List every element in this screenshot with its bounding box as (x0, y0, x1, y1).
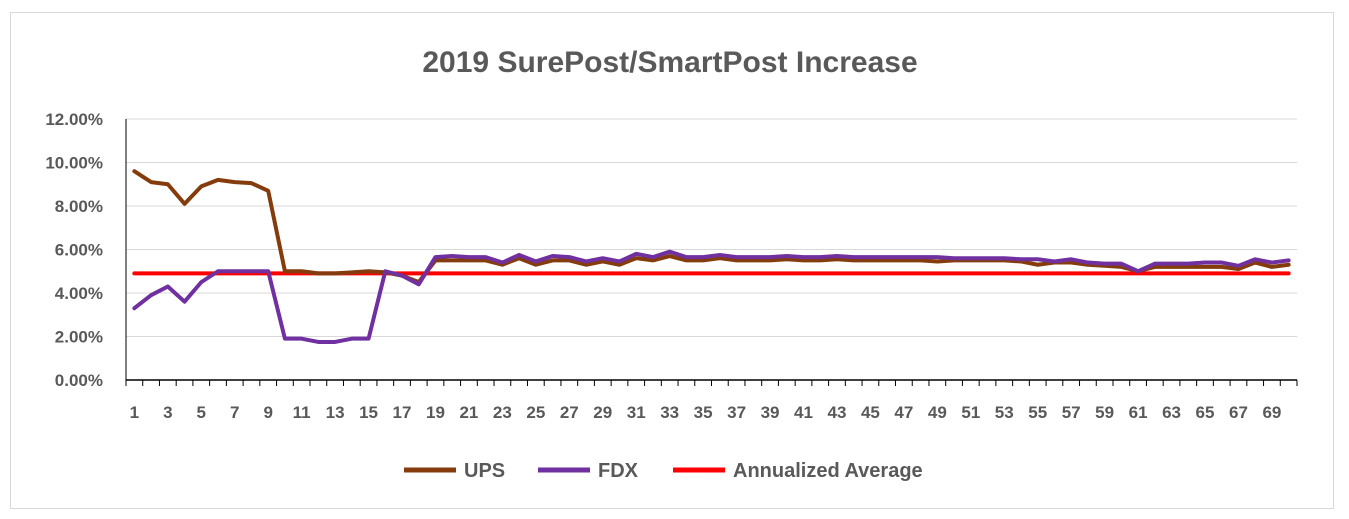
y-tick-label: 10.00% (45, 154, 103, 173)
x-tick-label: 41 (794, 403, 813, 422)
series-line-ups (132, 169, 1291, 285)
x-tick-label: 67 (1229, 403, 1248, 422)
chart-frame (10, 12, 1334, 509)
x-tick-label: 37 (727, 403, 746, 422)
y-tick-label: 8.00% (55, 197, 103, 216)
series-line-fdx (132, 249, 1291, 344)
x-tick-label: 53 (995, 403, 1014, 422)
x-tick-label: 29 (593, 403, 612, 422)
x-tick-label: 63 (1162, 403, 1181, 422)
series-lines (132, 169, 1291, 344)
x-tick-label: 13 (326, 403, 345, 422)
x-tick-label: 1 (130, 403, 139, 422)
legend-label: FDX (598, 460, 639, 482)
x-tick-label: 27 (560, 403, 579, 422)
x-tick-label: 49 (928, 403, 947, 422)
legend: UPS FDX Annualized Average (404, 460, 923, 482)
x-tick-label: 21 (459, 403, 478, 422)
x-tick-label: 9 (263, 403, 272, 422)
x-tick-label: 43 (828, 403, 847, 422)
x-tick-label: 51 (961, 403, 980, 422)
y-axis-ticks: 0.00% 2.00% 4.00% 6.00% 8.00% 10.00% 12.00% (45, 110, 103, 390)
x-tick-label: 47 (894, 403, 913, 422)
x-tick-label: 5 (197, 403, 206, 422)
y-tick-label: 0.00% (55, 371, 103, 390)
chart-title: 2019 SurePost/SmartPost Increase (422, 46, 917, 79)
x-tick-label: 33 (660, 403, 679, 422)
y-tick-label: 4.00% (55, 284, 103, 303)
x-tick-label: 19 (426, 403, 445, 422)
x-tick-label: 23 (493, 403, 512, 422)
x-tick-label: 57 (1062, 403, 1081, 422)
x-tick-label: 11 (293, 403, 311, 422)
x-tick-label: 61 (1129, 403, 1148, 422)
legend-label: Annualized Average (733, 460, 923, 482)
x-tick-label: 45 (861, 403, 880, 422)
x-tick-label: 35 (694, 403, 713, 422)
x-tick-label: 7 (230, 403, 239, 422)
x-tick-label: 59 (1095, 403, 1114, 422)
gridlines (125, 118, 1297, 380)
x-axis-ticks: 1 3 5 7 9 11 13 15 17 19 21 23 25 27 29 31 33 35 37 39 41 43 4… (125, 380, 1298, 422)
x-tick-label: 3 (163, 403, 172, 422)
y-tick-label: 12.00% (45, 110, 103, 129)
x-tick-label: 15 (359, 403, 378, 422)
x-tick-label: 69 (1262, 403, 1281, 422)
x-tick-label: 65 (1196, 403, 1215, 422)
legend-label: UPS (464, 460, 505, 482)
y-tick-label: 2.00% (55, 328, 103, 347)
x-tick-label: 55 (1028, 403, 1047, 422)
x-tick-label: 17 (393, 403, 412, 422)
x-tick-label: 25 (526, 403, 545, 422)
x-tick-label: 31 (627, 403, 646, 422)
x-tick-label: 39 (761, 403, 780, 422)
y-tick-label: 6.00% (55, 241, 103, 260)
